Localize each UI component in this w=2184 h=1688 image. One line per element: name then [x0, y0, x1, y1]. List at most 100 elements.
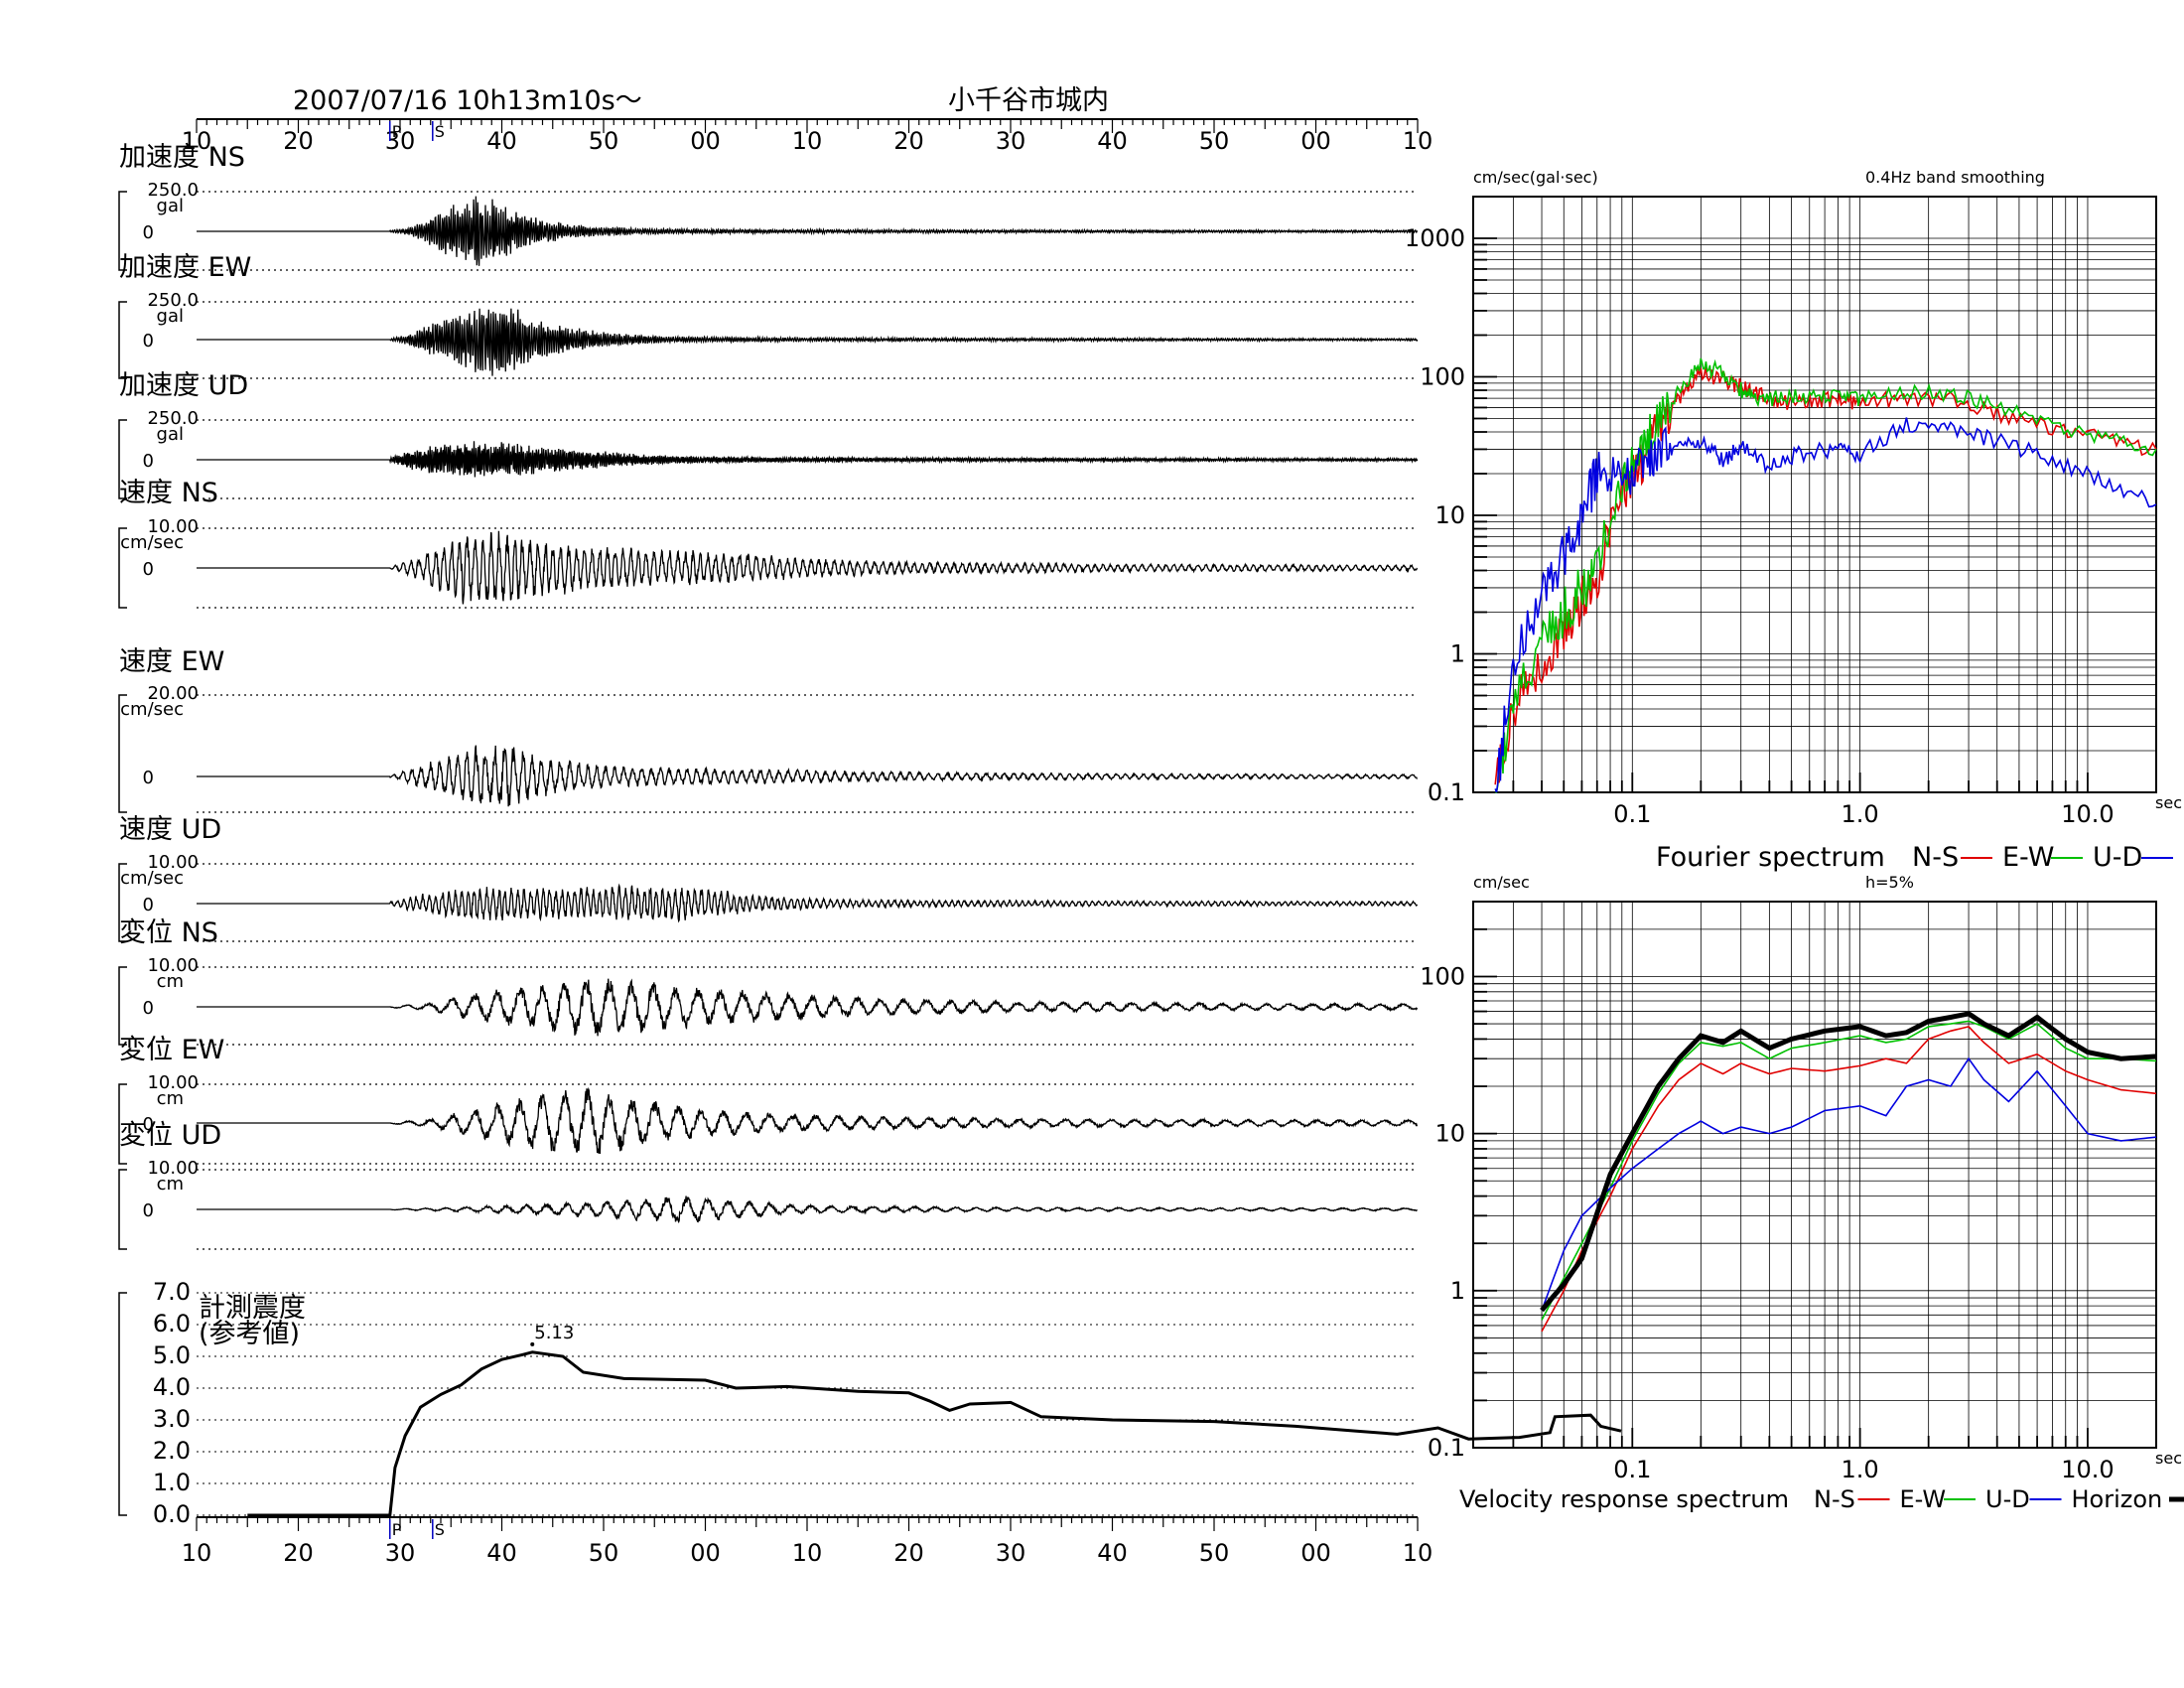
trace-bracket [118, 419, 127, 499]
trace-zero-label: 0 [143, 998, 154, 1019]
intensity-peak-dot [530, 1341, 535, 1346]
y-axis-label: cm/sec(gal·sec) [1473, 168, 1598, 187]
trace-scale: 10.00 [147, 516, 199, 537]
time-axis-label: 20 [283, 127, 314, 155]
time-axis-label: 20 [893, 127, 924, 155]
trace-title: 速度 EW [119, 646, 224, 677]
waveform-line [197, 441, 1419, 478]
trace-unit: cm/sec [120, 699, 184, 720]
trace-bracket [118, 1083, 127, 1165]
y-tick-label: 100 [1420, 362, 1465, 390]
plot-frame [1472, 196, 2157, 793]
fourier-spectrum-panel: 0.1 1.0 10.0 0.1 1 10 100 1000 cm/sec(gal·sec) 0.… [1405, 168, 2182, 873]
x-tick-label: 0.1 [1613, 1456, 1651, 1483]
trace-bracket [118, 966, 127, 1046]
series-line-n-s [1494, 366, 2157, 785]
time-axis-label: 40 [1097, 1539, 1128, 1567]
plot-frame [1472, 901, 2157, 1449]
trace-scale: 20.00 [147, 683, 199, 704]
trace-scale: 10.00 [147, 1072, 199, 1093]
trace-zero-label: 0 [143, 768, 154, 788]
trace-scale: 250.0 [147, 290, 199, 311]
chart-note: h=5% [1865, 873, 1914, 892]
legend-entry-label: E-W [2002, 842, 2054, 873]
y-tick-label: 10 [1434, 501, 1465, 529]
intensity-tick-label: 3.0 [153, 1405, 191, 1433]
series-line-n-s [1541, 1026, 2157, 1333]
time-axis-label: 20 [283, 1539, 314, 1567]
waveform-line [197, 883, 1419, 923]
y-tick-label: 100 [1420, 962, 1465, 990]
intensity-title: 計測震度 [199, 1293, 306, 1324]
intensity-tick-label: 2.0 [153, 1437, 191, 1465]
time-axis-label: 40 [486, 1539, 517, 1567]
waveform-line [197, 1196, 1418, 1224]
trace-title: 速度 NS [119, 478, 218, 508]
trace-unit: cm [157, 1088, 184, 1109]
time-axis-label: 00 [1300, 127, 1331, 155]
trace-unit: cm [157, 1174, 184, 1195]
time-axis-label: 20 [893, 1539, 924, 1567]
trace-zero-label: 0 [143, 451, 154, 472]
trace-unit: cm/sec [120, 868, 184, 889]
trace-scale: 250.0 [147, 180, 199, 201]
trace-zero-label: 0 [143, 222, 154, 243]
intensity-panel: 計測震度(参考値) 0.0 1.0 2.0 3.0 4.0 5.0 6.0 7.0 5.13 10 2… [118, 1278, 1622, 1567]
x-tick-label: 1.0 [1842, 800, 1879, 828]
legend-title: Fourier spectrum [1656, 842, 1885, 873]
time-axis-label: 50 [1199, 1539, 1230, 1567]
series-line-horizon [1540, 1011, 2157, 1313]
time-axis-label: 40 [486, 127, 517, 155]
intensity-bracket [118, 1292, 127, 1516]
legend-entry-label: N-S [1912, 842, 1959, 873]
header-datetime: 2007/07/16 10h13m10s〜 [293, 85, 642, 116]
series-line-u-d [1541, 1056, 2157, 1311]
waveform-line [197, 196, 1419, 266]
header-station: 小千谷市城内 [948, 85, 1109, 116]
y-tick-label: 1 [1450, 1277, 1465, 1305]
legend-title: Velocity response spectrum [1459, 1485, 1789, 1513]
legend-entry-label: Horizon [2072, 1485, 2163, 1513]
p-arrival-label: P [392, 122, 402, 141]
series-line-e-w [1495, 357, 2157, 793]
series-line-u-d [1494, 417, 2157, 793]
trace-unit: cm/sec [120, 532, 184, 553]
time-axis-label: 10 [1403, 127, 1433, 155]
intensity-tick-label: 7.0 [153, 1278, 191, 1306]
trace-zero-label: 0 [143, 1114, 154, 1135]
intensity-tick-label: 5.0 [153, 1341, 191, 1369]
waveform-line [197, 745, 1418, 807]
trace-unit: gal [157, 196, 184, 216]
trace-bracket [118, 191, 127, 271]
waveform-line [197, 1086, 1419, 1155]
y-axis-label: cm/sec [1473, 873, 1530, 892]
time-axis-label: 10 [182, 127, 212, 155]
time-axis-label: 00 [690, 127, 721, 155]
time-axis-label: 10 [792, 127, 823, 155]
trace-title: 速度 UD [119, 814, 221, 845]
trace-zero-label: 0 [143, 895, 154, 915]
trace-zero-label: 0 [143, 331, 154, 352]
legend-entry-label: E-W [1900, 1485, 1947, 1513]
trace-zero-label: 0 [143, 559, 154, 580]
trace-title: 変位 NS [119, 917, 218, 948]
trace-unit: gal [157, 306, 184, 327]
trace-bracket [118, 694, 127, 813]
y-tick-label: 0.1 [1428, 778, 1465, 806]
chart-note: 0.4Hz band smoothing [1865, 168, 2045, 187]
trace-bracket [118, 863, 127, 942]
y-tick-label: 0.1 [1428, 1434, 1465, 1462]
intensity-tick-label: 1.0 [153, 1469, 191, 1496]
intensity-subtitle: (参考値) [199, 1319, 300, 1349]
legend-entry-label: U-D [1985, 1485, 2030, 1513]
trace-bracket [118, 527, 127, 609]
